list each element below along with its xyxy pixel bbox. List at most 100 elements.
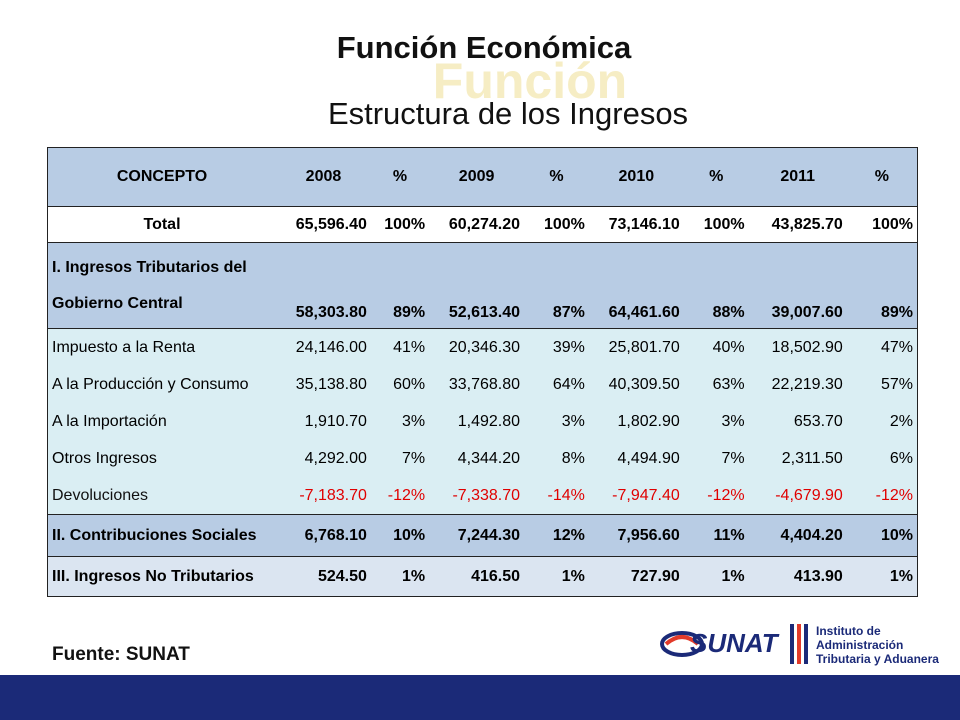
- value-cell: 1,910.70: [276, 403, 371, 440]
- value-cell: 20,346.30: [429, 328, 525, 366]
- value-cell: 43,825.70: [748, 206, 847, 243]
- header-cell: %: [524, 147, 589, 207]
- value-cell: 22,219.30: [748, 366, 847, 403]
- value-cell: 39,007.60: [748, 242, 847, 329]
- value-cell: 6,768.10: [276, 514, 371, 557]
- value-cell: -7,947.40: [588, 477, 684, 515]
- institute-line: Instituto de: [816, 624, 881, 638]
- value-cell: 8%: [524, 440, 589, 477]
- value-cell: 64,461.60: [588, 242, 684, 329]
- value-cell: 40,309.50: [588, 366, 684, 403]
- value-cell: 47%: [846, 328, 918, 366]
- value-cell: 60,274.20: [429, 206, 525, 243]
- header-cell: 2008: [276, 147, 371, 207]
- header-cell: %: [683, 147, 749, 207]
- value-cell: 58,303.80: [276, 242, 371, 329]
- value-cell: 33,768.80: [429, 366, 525, 403]
- institute-line: Tributaria y Aduanera: [816, 652, 939, 666]
- logo: SUNAT Instituto de Administración Tribut…: [660, 624, 939, 666]
- value-cell: 1%: [524, 556, 589, 597]
- table-row: Impuesto a la Renta 24,146.00 41% 20,346.30…: [47, 328, 918, 366]
- value-cell: 4,494.90: [588, 440, 684, 477]
- value-cell: 413.90: [748, 556, 847, 597]
- footer-bar: [0, 675, 960, 720]
- value-cell: 4,404.20: [748, 514, 847, 557]
- value-cell: 35,138.80: [276, 366, 371, 403]
- value-cell: 7,956.60: [588, 514, 684, 557]
- value-cell: 64%: [524, 366, 589, 403]
- concept-line: I. Ingresos Tributarios del: [52, 259, 247, 276]
- value-cell: 2%: [846, 403, 918, 440]
- value-cell: 4,344.20: [429, 440, 525, 477]
- concept-cell: III. Ingresos No Tributarios: [47, 556, 277, 597]
- value-cell: 10%: [846, 514, 918, 557]
- table-row: A la Importación 1,910.70 3% 1,492.80 3% 1,80…: [47, 403, 918, 440]
- value-cell: 7,244.30: [429, 514, 525, 557]
- concept-cell: A la Importación: [47, 403, 277, 440]
- concept-line: Gobierno Central: [52, 295, 183, 312]
- table-row: III. Ingresos No Tributarios 524.50 1% 416.…: [47, 556, 918, 597]
- value-cell: 11%: [683, 514, 749, 557]
- table-row: Devoluciones -7,183.70 -12% -7,338.70 -14% -7…: [47, 477, 918, 515]
- concept-cell: Otros Ingresos: [47, 440, 277, 477]
- income-table: CONCEPTO 2008% 2009% 2010% 2011% Total 65,596.…: [47, 147, 918, 597]
- value-cell: 2,311.50: [748, 440, 847, 477]
- value-cell: 6%: [846, 440, 918, 477]
- subtitle: Estructura de los Ingresos: [327, 96, 689, 131]
- value-cell: 52,613.40: [429, 242, 525, 329]
- value-cell: 87%: [524, 242, 589, 329]
- value-cell: 100%: [370, 206, 430, 243]
- institute-line: Administración: [816, 638, 903, 652]
- value-cell: -7,183.70: [276, 477, 371, 515]
- value-cell: 63%: [683, 366, 749, 403]
- concept-cell: II. Contribuciones Sociales: [47, 514, 277, 557]
- value-cell: 25,801.70: [588, 328, 684, 366]
- value-cell: 39%: [524, 328, 589, 366]
- value-cell: 1,492.80: [429, 403, 525, 440]
- value-cell: 12%: [524, 514, 589, 557]
- concept-cell: I. Ingresos Tributarios del Gobierno Cent…: [47, 242, 277, 329]
- value-cell: 100%: [524, 206, 589, 243]
- value-cell: 3%: [683, 403, 749, 440]
- header-cell: 2010: [588, 147, 684, 207]
- header-cell: CONCEPTO: [47, 147, 277, 207]
- value-cell: -4,679.90: [748, 477, 847, 515]
- value-cell: 18,502.90: [748, 328, 847, 366]
- value-cell: 24,146.00: [276, 328, 371, 366]
- value-cell: -12%: [370, 477, 430, 515]
- header-cell: 2011: [748, 147, 847, 207]
- value-cell: 100%: [683, 206, 749, 243]
- table-row: Otros Ingresos 4,292.00 7% 4,344.20 8% 4,494.…: [47, 440, 918, 477]
- value-cell: 4,292.00: [276, 440, 371, 477]
- value-cell: 73,146.10: [588, 206, 684, 243]
- value-cell: 7%: [370, 440, 430, 477]
- value-cell: 7%: [683, 440, 749, 477]
- value-cell: 65,596.40: [276, 206, 371, 243]
- value-cell: 60%: [370, 366, 430, 403]
- value-cell: 653.70: [748, 403, 847, 440]
- value-cell: -14%: [524, 477, 589, 515]
- value-cell: 1,802.90: [588, 403, 684, 440]
- concept-cell: Devoluciones: [47, 477, 277, 515]
- value-cell: 88%: [683, 242, 749, 329]
- value-cell: 89%: [846, 242, 918, 329]
- value-cell: -12%: [846, 477, 918, 515]
- value-cell: 89%: [370, 242, 430, 329]
- value-cell: 3%: [524, 403, 589, 440]
- value-cell: -7,338.70: [429, 477, 525, 515]
- table-row: A la Producción y Consumo 35,138.80 60% 33,…: [47, 366, 918, 403]
- value-cell: 1%: [846, 556, 918, 597]
- concept-cell: Total: [47, 206, 277, 243]
- header-cell: 2009: [429, 147, 525, 207]
- value-cell: 40%: [683, 328, 749, 366]
- header-row: CONCEPTO 2008% 2009% 2010% 2011%: [47, 147, 918, 207]
- value-cell: 1%: [370, 556, 430, 597]
- value-cell: 100%: [846, 206, 918, 243]
- value-cell: -12%: [683, 477, 749, 515]
- table-row: Total 65,596.40 100% 60,274.20 100% 73,146.10…: [47, 206, 918, 243]
- title: Función Económica: [336, 30, 632, 65]
- concept-cell: Impuesto a la Renta: [47, 328, 277, 366]
- concept-cell: A la Producción y Consumo: [47, 366, 277, 403]
- value-cell: 10%: [370, 514, 430, 557]
